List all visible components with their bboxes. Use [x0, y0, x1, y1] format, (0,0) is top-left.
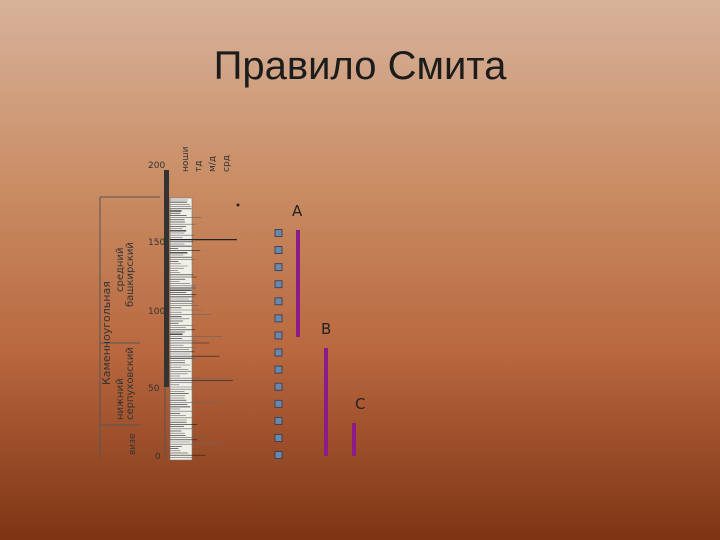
sample-marker [274, 434, 283, 442]
stage-label-serpukhovian: серпуховский [125, 347, 136, 420]
sample-marker [274, 451, 283, 459]
header-label: тд [194, 161, 204, 172]
range-label-c: C [355, 395, 365, 413]
sample-marker [274, 348, 283, 357]
small-dot [236, 203, 240, 207]
depth-tick-label: 150 [148, 238, 165, 248]
sample-marker [274, 331, 283, 340]
depth-ticks: 200 150 100 50 0 [148, 161, 165, 462]
sample-marker [274, 280, 283, 289]
sample-markers [274, 229, 283, 459]
sample-marker [274, 246, 283, 254]
depth-tick-label: 0 [155, 452, 161, 462]
depth-tick-label: 200 [148, 161, 165, 171]
sample-marker [274, 297, 283, 306]
sample-marker [274, 382, 283, 391]
left-label-lower: нижний [115, 378, 126, 420]
range-label-b: B [321, 320, 331, 338]
header-label: м/д [208, 156, 218, 172]
left-label-vise: визе [128, 433, 138, 455]
system-label: Каменноугольная [100, 281, 113, 385]
sample-marker [274, 399, 283, 408]
depth-tick-label: 50 [148, 384, 160, 394]
sample-marker [274, 314, 283, 323]
range-label-a: A [292, 202, 303, 220]
header-label: срд [222, 155, 232, 172]
left-label-middle: средний [115, 248, 126, 292]
sample-marker [274, 416, 283, 425]
sample-marker [274, 229, 283, 237]
lithology-layers [170, 199, 237, 458]
sample-marker [274, 365, 283, 374]
depth-tick-label: 100 [148, 307, 165, 317]
stage-label-bashkirian: башкирский [125, 242, 136, 307]
header-label: ноши [181, 146, 191, 172]
slide-title: Правило Смита [213, 44, 507, 88]
sample-marker [274, 263, 283, 272]
depth-bar-dark [164, 170, 169, 387]
